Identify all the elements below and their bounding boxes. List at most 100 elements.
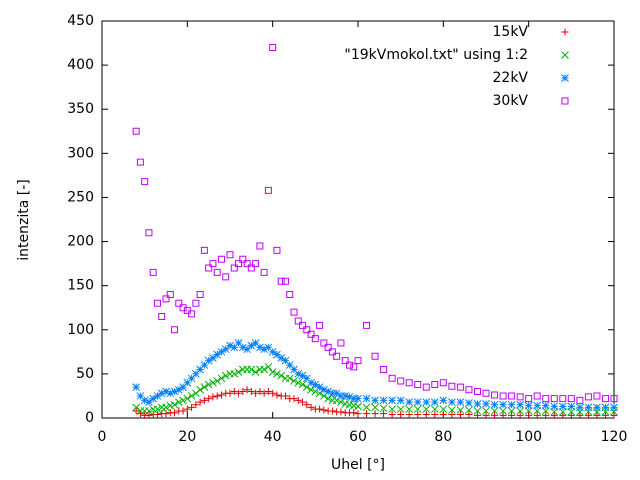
point bbox=[222, 273, 230, 281]
point bbox=[349, 394, 358, 403]
point bbox=[414, 410, 422, 418]
point bbox=[179, 396, 187, 405]
point bbox=[217, 255, 225, 263]
point bbox=[226, 341, 234, 350]
point bbox=[299, 321, 307, 329]
x-tick-label: 60 bbox=[349, 429, 367, 445]
point bbox=[153, 405, 162, 414]
legend-marker bbox=[561, 28, 569, 36]
point bbox=[171, 409, 179, 417]
point bbox=[273, 391, 281, 399]
point bbox=[422, 383, 430, 391]
point bbox=[136, 392, 145, 400]
point bbox=[132, 403, 140, 412]
point bbox=[277, 371, 286, 380]
point bbox=[601, 403, 610, 412]
legend-marker bbox=[561, 74, 569, 82]
point bbox=[183, 394, 192, 403]
point bbox=[422, 405, 431, 414]
point bbox=[174, 398, 183, 406]
point bbox=[363, 410, 371, 418]
point bbox=[516, 407, 524, 415]
point bbox=[140, 396, 149, 405]
point bbox=[337, 339, 345, 347]
y-tick-label: 100 bbox=[67, 322, 94, 338]
point bbox=[273, 350, 281, 359]
point bbox=[196, 365, 204, 374]
point bbox=[610, 395, 618, 403]
point bbox=[542, 395, 550, 403]
point bbox=[247, 341, 256, 350]
point bbox=[294, 317, 302, 325]
point bbox=[525, 411, 533, 419]
point bbox=[431, 380, 439, 388]
point bbox=[456, 406, 465, 414]
y-axis-label: intenzita [-] bbox=[16, 179, 32, 260]
legend-label: "19kVmokol.txt" using 1:2 bbox=[344, 47, 528, 63]
y-tick-label: 50 bbox=[76, 366, 94, 382]
point bbox=[264, 343, 273, 352]
point bbox=[200, 246, 208, 254]
point bbox=[196, 385, 204, 394]
point bbox=[550, 402, 559, 411]
y-tick-label: 0 bbox=[85, 410, 94, 426]
point bbox=[550, 395, 558, 403]
point bbox=[567, 395, 575, 403]
point bbox=[234, 368, 243, 376]
point bbox=[307, 385, 315, 394]
point bbox=[209, 354, 217, 362]
x-tick-label: 100 bbox=[515, 429, 542, 445]
point bbox=[380, 365, 388, 373]
point bbox=[252, 389, 260, 397]
point bbox=[239, 255, 247, 263]
point bbox=[507, 400, 516, 409]
point bbox=[541, 401, 550, 410]
point bbox=[499, 392, 507, 400]
point bbox=[238, 343, 247, 352]
point bbox=[162, 410, 170, 418]
point bbox=[286, 290, 294, 298]
point bbox=[524, 401, 533, 410]
point bbox=[576, 396, 584, 404]
point bbox=[162, 403, 170, 412]
point bbox=[205, 395, 213, 403]
point bbox=[158, 313, 166, 321]
point bbox=[350, 409, 358, 417]
point bbox=[593, 411, 601, 419]
point bbox=[268, 347, 277, 356]
point bbox=[132, 383, 140, 391]
point bbox=[166, 389, 175, 398]
point bbox=[200, 396, 208, 404]
point bbox=[213, 377, 222, 385]
point bbox=[567, 402, 576, 411]
point bbox=[542, 411, 550, 419]
point bbox=[499, 411, 507, 419]
point bbox=[285, 374, 294, 383]
point bbox=[290, 377, 298, 385]
point bbox=[247, 388, 255, 396]
point bbox=[413, 398, 422, 406]
point bbox=[430, 405, 439, 414]
point bbox=[550, 411, 558, 419]
point bbox=[303, 326, 311, 334]
point bbox=[141, 178, 149, 186]
point bbox=[145, 407, 153, 415]
point bbox=[324, 394, 332, 403]
point bbox=[473, 400, 482, 408]
point bbox=[584, 393, 592, 401]
point bbox=[153, 392, 162, 400]
legend-label: 22kV bbox=[493, 70, 529, 86]
point bbox=[204, 356, 213, 365]
point bbox=[269, 43, 277, 51]
point bbox=[396, 396, 405, 405]
point bbox=[439, 396, 448, 405]
point bbox=[162, 387, 170, 396]
point bbox=[350, 363, 358, 371]
point bbox=[482, 400, 490, 408]
point bbox=[584, 411, 592, 419]
point bbox=[149, 394, 158, 403]
point bbox=[188, 403, 196, 411]
plot-frame bbox=[101, 20, 615, 419]
point bbox=[260, 345, 268, 354]
point bbox=[388, 410, 396, 418]
